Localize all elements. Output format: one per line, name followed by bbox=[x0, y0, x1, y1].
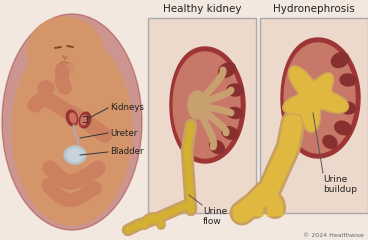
Ellipse shape bbox=[95, 51, 103, 63]
Polygon shape bbox=[283, 66, 348, 132]
Ellipse shape bbox=[332, 53, 348, 67]
Text: Hydronephrosis: Hydronephrosis bbox=[273, 4, 355, 14]
Ellipse shape bbox=[66, 110, 78, 126]
Text: Ureter: Ureter bbox=[110, 128, 137, 138]
Ellipse shape bbox=[38, 81, 54, 95]
Ellipse shape bbox=[67, 149, 83, 162]
Ellipse shape bbox=[219, 63, 236, 77]
FancyBboxPatch shape bbox=[260, 18, 368, 213]
Polygon shape bbox=[281, 38, 360, 158]
FancyBboxPatch shape bbox=[148, 18, 256, 213]
Text: Kidneys: Kidneys bbox=[110, 103, 144, 113]
Ellipse shape bbox=[56, 62, 74, 74]
Ellipse shape bbox=[27, 17, 103, 87]
Ellipse shape bbox=[227, 84, 243, 96]
Ellipse shape bbox=[340, 74, 356, 86]
Ellipse shape bbox=[64, 146, 86, 164]
Ellipse shape bbox=[12, 35, 132, 225]
Text: Urine
buildup: Urine buildup bbox=[323, 175, 357, 194]
Ellipse shape bbox=[340, 102, 355, 114]
Ellipse shape bbox=[2, 14, 142, 230]
Polygon shape bbox=[173, 52, 240, 158]
Ellipse shape bbox=[222, 127, 238, 139]
Ellipse shape bbox=[188, 91, 206, 119]
Ellipse shape bbox=[79, 112, 91, 128]
Polygon shape bbox=[170, 47, 245, 163]
Polygon shape bbox=[284, 43, 355, 153]
Ellipse shape bbox=[227, 108, 243, 119]
Ellipse shape bbox=[81, 115, 87, 125]
Ellipse shape bbox=[335, 121, 351, 135]
Text: Bladder: Bladder bbox=[110, 148, 144, 156]
Ellipse shape bbox=[70, 113, 76, 123]
Ellipse shape bbox=[323, 135, 337, 149]
Text: Urine
flow: Urine flow bbox=[203, 207, 227, 226]
Text: Healthy kidney: Healthy kidney bbox=[163, 4, 241, 14]
Ellipse shape bbox=[210, 140, 224, 154]
Text: © 2024 Healthwise: © 2024 Healthwise bbox=[303, 233, 364, 238]
